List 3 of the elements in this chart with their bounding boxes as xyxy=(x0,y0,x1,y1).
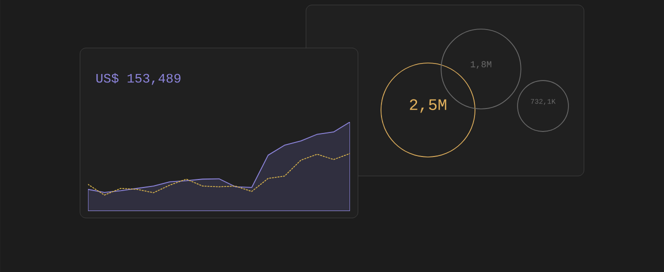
data-label: 2,5M xyxy=(410,99,446,113)
chart-title: US$ 153,489 xyxy=(96,73,180,85)
data-label: 1,8M xyxy=(470,61,492,69)
